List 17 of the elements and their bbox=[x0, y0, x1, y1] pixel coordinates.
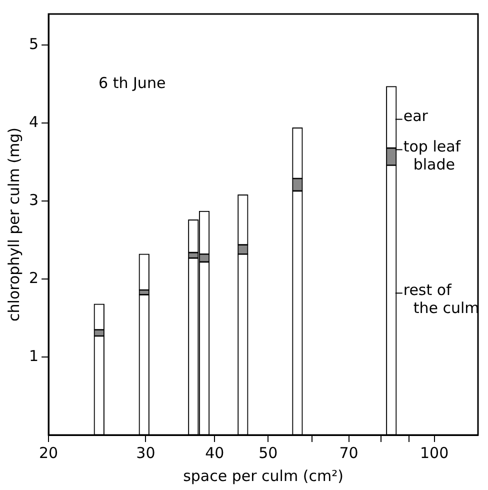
x-tick-label: 40 bbox=[205, 444, 224, 462]
series-label: rest of the culm bbox=[403, 281, 480, 318]
y-tick-label: 5 bbox=[28, 35, 39, 54]
x-tick-label: 30 bbox=[136, 444, 156, 462]
x-tick-label: 50 bbox=[258, 444, 278, 462]
x-axis-title: space per culm (cm²) bbox=[183, 466, 344, 485]
y-tick-label: 2 bbox=[28, 268, 39, 287]
series-label: ear bbox=[403, 107, 429, 126]
y-axis-title: chlorophyll per culm (mg) bbox=[4, 128, 23, 322]
x-tick-label: 70 bbox=[339, 444, 358, 462]
y-tick-label: 1 bbox=[28, 346, 39, 365]
y-tick-label: 3 bbox=[28, 191, 39, 209]
y-tick-label: 4 bbox=[28, 113, 39, 132]
series-label: top leaf blade bbox=[403, 138, 462, 174]
x-tick-label: 20 bbox=[38, 444, 58, 462]
x-tick-label: 100 bbox=[420, 444, 449, 462]
annotation: 6 th June bbox=[98, 74, 166, 92]
